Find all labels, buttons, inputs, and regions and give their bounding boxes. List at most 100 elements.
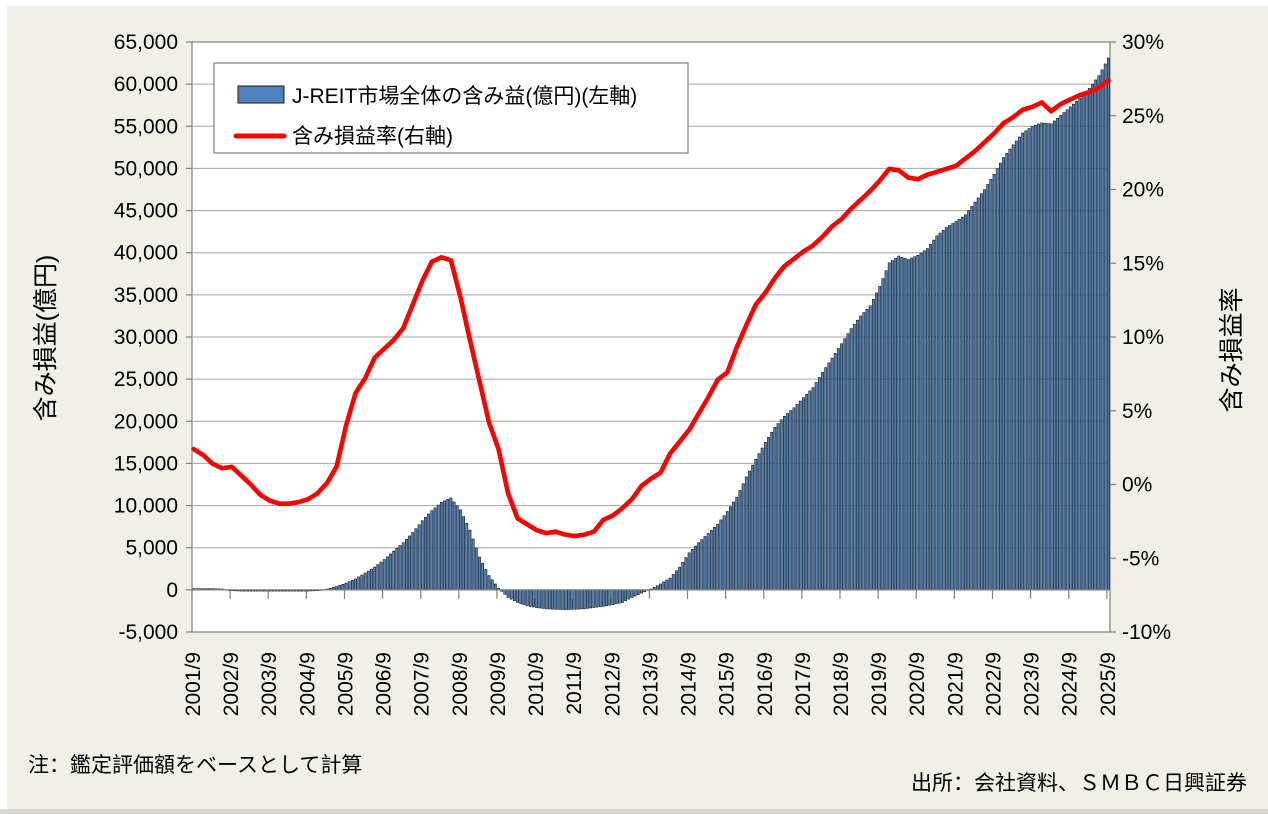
bar <box>770 431 774 591</box>
bar <box>659 583 662 591</box>
bar <box>713 526 716 591</box>
bar <box>586 589 589 609</box>
bar <box>535 589 539 608</box>
bar <box>738 490 742 591</box>
bar <box>1091 83 1094 591</box>
y-left-tick-label: 65,000 <box>114 31 178 54</box>
bar <box>1014 140 1018 591</box>
bar <box>925 248 929 591</box>
line-legend-label: 含み損益率(右軸) <box>292 125 453 148</box>
bar <box>408 535 411 591</box>
bar <box>538 589 542 609</box>
bar <box>995 168 999 591</box>
bar <box>938 232 942 591</box>
bar <box>563 589 567 610</box>
bar <box>592 589 596 608</box>
bar <box>481 562 485 591</box>
bar <box>474 547 478 591</box>
bar <box>1040 122 1044 591</box>
bar <box>544 589 548 610</box>
bar <box>338 585 342 591</box>
bar <box>751 464 755 591</box>
bar <box>436 504 440 591</box>
bar <box>830 357 834 591</box>
bar <box>627 589 631 600</box>
bar <box>716 523 720 591</box>
bar <box>573 589 577 610</box>
bar <box>1065 109 1069 591</box>
bar <box>633 589 637 597</box>
bar <box>767 437 770 591</box>
bar <box>589 589 593 609</box>
bar <box>976 197 980 591</box>
bar <box>608 589 612 606</box>
bar <box>817 377 821 591</box>
bar <box>420 520 424 591</box>
bar <box>1021 132 1025 591</box>
bar <box>849 328 853 591</box>
bar <box>373 566 377 591</box>
bar <box>700 539 704 591</box>
bar <box>614 589 618 605</box>
bar <box>443 500 446 591</box>
bar <box>979 193 983 591</box>
x-tick-label: 2024/9 <box>1059 652 1082 716</box>
right-axis-title: 含み損益率 <box>1218 287 1246 412</box>
bar <box>455 505 459 591</box>
bar <box>433 507 437 591</box>
bar <box>1056 117 1059 591</box>
bar <box>382 559 386 591</box>
bar <box>392 550 396 591</box>
y-left-tick-label: 55,000 <box>114 115 178 138</box>
bar <box>1107 57 1110 591</box>
bar <box>897 255 901 591</box>
y-right-tick-label: 0% <box>1122 474 1152 497</box>
bar <box>446 499 450 591</box>
bar <box>1018 136 1021 591</box>
bar <box>1002 157 1005 591</box>
bar <box>843 338 847 591</box>
bar <box>621 589 624 603</box>
bar <box>1005 153 1009 591</box>
bar <box>941 229 945 591</box>
bar <box>528 589 532 607</box>
bar <box>840 343 843 591</box>
x-tick-label: 2017/9 <box>792 652 815 716</box>
bar <box>1094 79 1098 591</box>
x-tick-label: 2018/9 <box>830 652 853 716</box>
bar <box>541 589 545 609</box>
bar <box>1078 98 1082 591</box>
bar <box>878 286 882 591</box>
bar <box>973 201 977 591</box>
bar <box>687 552 691 591</box>
bar <box>795 404 799 591</box>
bar <box>986 184 990 591</box>
bar <box>729 506 732 591</box>
bar <box>884 270 888 591</box>
x-tick-label: 2016/9 <box>754 652 777 716</box>
bar <box>827 362 831 591</box>
bar <box>395 548 399 591</box>
bar <box>776 423 780 591</box>
bar <box>837 348 840 591</box>
bar <box>875 292 878 591</box>
bar <box>630 589 634 598</box>
y-right-tick-label: 5% <box>1122 400 1152 423</box>
bar <box>910 257 913 591</box>
bar <box>1084 91 1088 591</box>
x-tick-label: 2009/9 <box>487 652 510 716</box>
bar <box>744 476 748 591</box>
bar <box>398 545 402 591</box>
bar <box>636 589 640 595</box>
y-left-tick-label: 15,000 <box>114 452 178 475</box>
x-tick-label: 2013/9 <box>639 652 662 716</box>
bar <box>913 256 917 591</box>
bar <box>506 589 510 598</box>
y-left-tick-label: 45,000 <box>114 200 178 223</box>
bar <box>1049 123 1053 591</box>
bar <box>462 516 465 591</box>
bar <box>919 252 923 591</box>
bar <box>493 583 497 591</box>
y-right-tick-label: 25% <box>1122 105 1164 128</box>
